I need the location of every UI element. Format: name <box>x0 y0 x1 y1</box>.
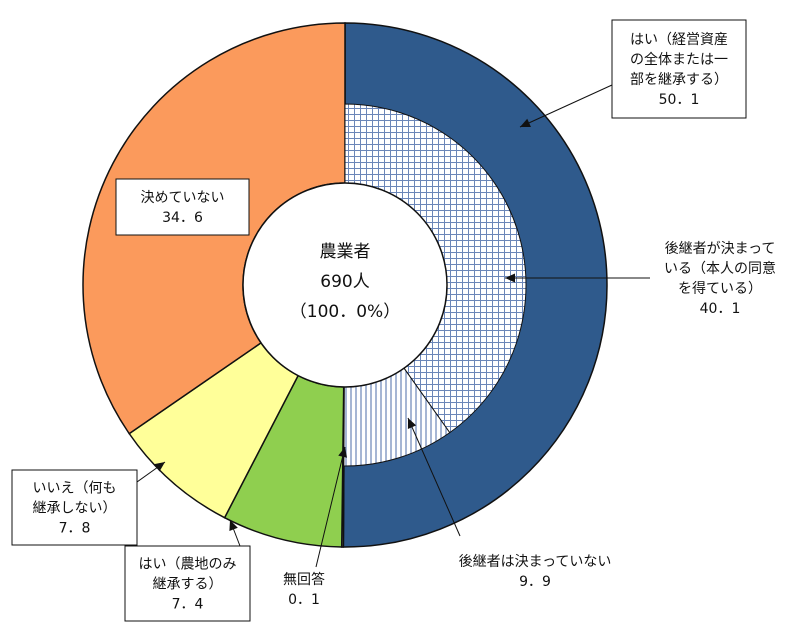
inner-label-text-0-2: を得ている） <box>678 280 762 297</box>
outer-label-text-2-2: 7．4 <box>172 597 204 613</box>
outer-label-text-3-2: 7．8 <box>59 521 91 537</box>
outer-label-text-2-1: 継承する） <box>153 577 223 593</box>
inner-label-text-1-1: 9．9 <box>519 574 551 590</box>
outer-label-text-0-3: 50．1 <box>659 92 700 108</box>
outer-label-text-3-1: 継承しない） <box>33 501 117 517</box>
outer-label-box-3 <box>11 469 138 546</box>
outer-arrowhead-2 <box>229 520 238 531</box>
inner-label-text-0-3: 40．1 <box>700 301 741 317</box>
outer-label-text-4-0: 決めていない <box>141 190 225 206</box>
outer-label-text-0-2: 部を継承する） <box>630 72 728 88</box>
inner-label-text-0-0: 後継者が決まって <box>665 241 776 257</box>
outer-label-text-1-0: 無回答 <box>283 571 325 588</box>
inner-label-text-0-1: いる（本人の同意 <box>664 260 776 277</box>
outer-label-text-3-0: いいえ（何も <box>33 481 117 497</box>
center-text-3: （100．0%） <box>290 302 400 322</box>
inner-leader-1 <box>407 417 461 537</box>
inner-arrowhead-0 <box>505 273 515 283</box>
outer-label-text-0-0: はい（経営資産 <box>630 32 728 48</box>
outer-arrowhead-0 <box>520 118 531 127</box>
inner-arrowhead-1 <box>407 418 417 429</box>
outer-label-box-0 <box>611 19 747 119</box>
outer-label-text-0-1: の全体または一 <box>630 51 728 68</box>
center-text-1: 農業者 <box>320 242 371 262</box>
inner-label-text-1-0: 後継者は決まっていない <box>459 554 612 570</box>
outer-leader-0 <box>519 84 613 128</box>
outer-leader-1 <box>315 446 346 568</box>
outer-label-text-4-1: 34．6 <box>162 210 203 226</box>
outer-label-box-2 <box>124 545 251 622</box>
outer-arrowhead-3 <box>154 462 165 472</box>
outer-label-text-2-0: はい（農地のみ <box>139 557 237 573</box>
outer-arrowhead-1 <box>338 447 348 458</box>
outer-label-box-4 <box>115 178 250 236</box>
center-text-2: 690人 <box>320 272 369 292</box>
center-hole <box>242 182 448 388</box>
outer-label-text-1-1: 0．1 <box>288 592 320 608</box>
